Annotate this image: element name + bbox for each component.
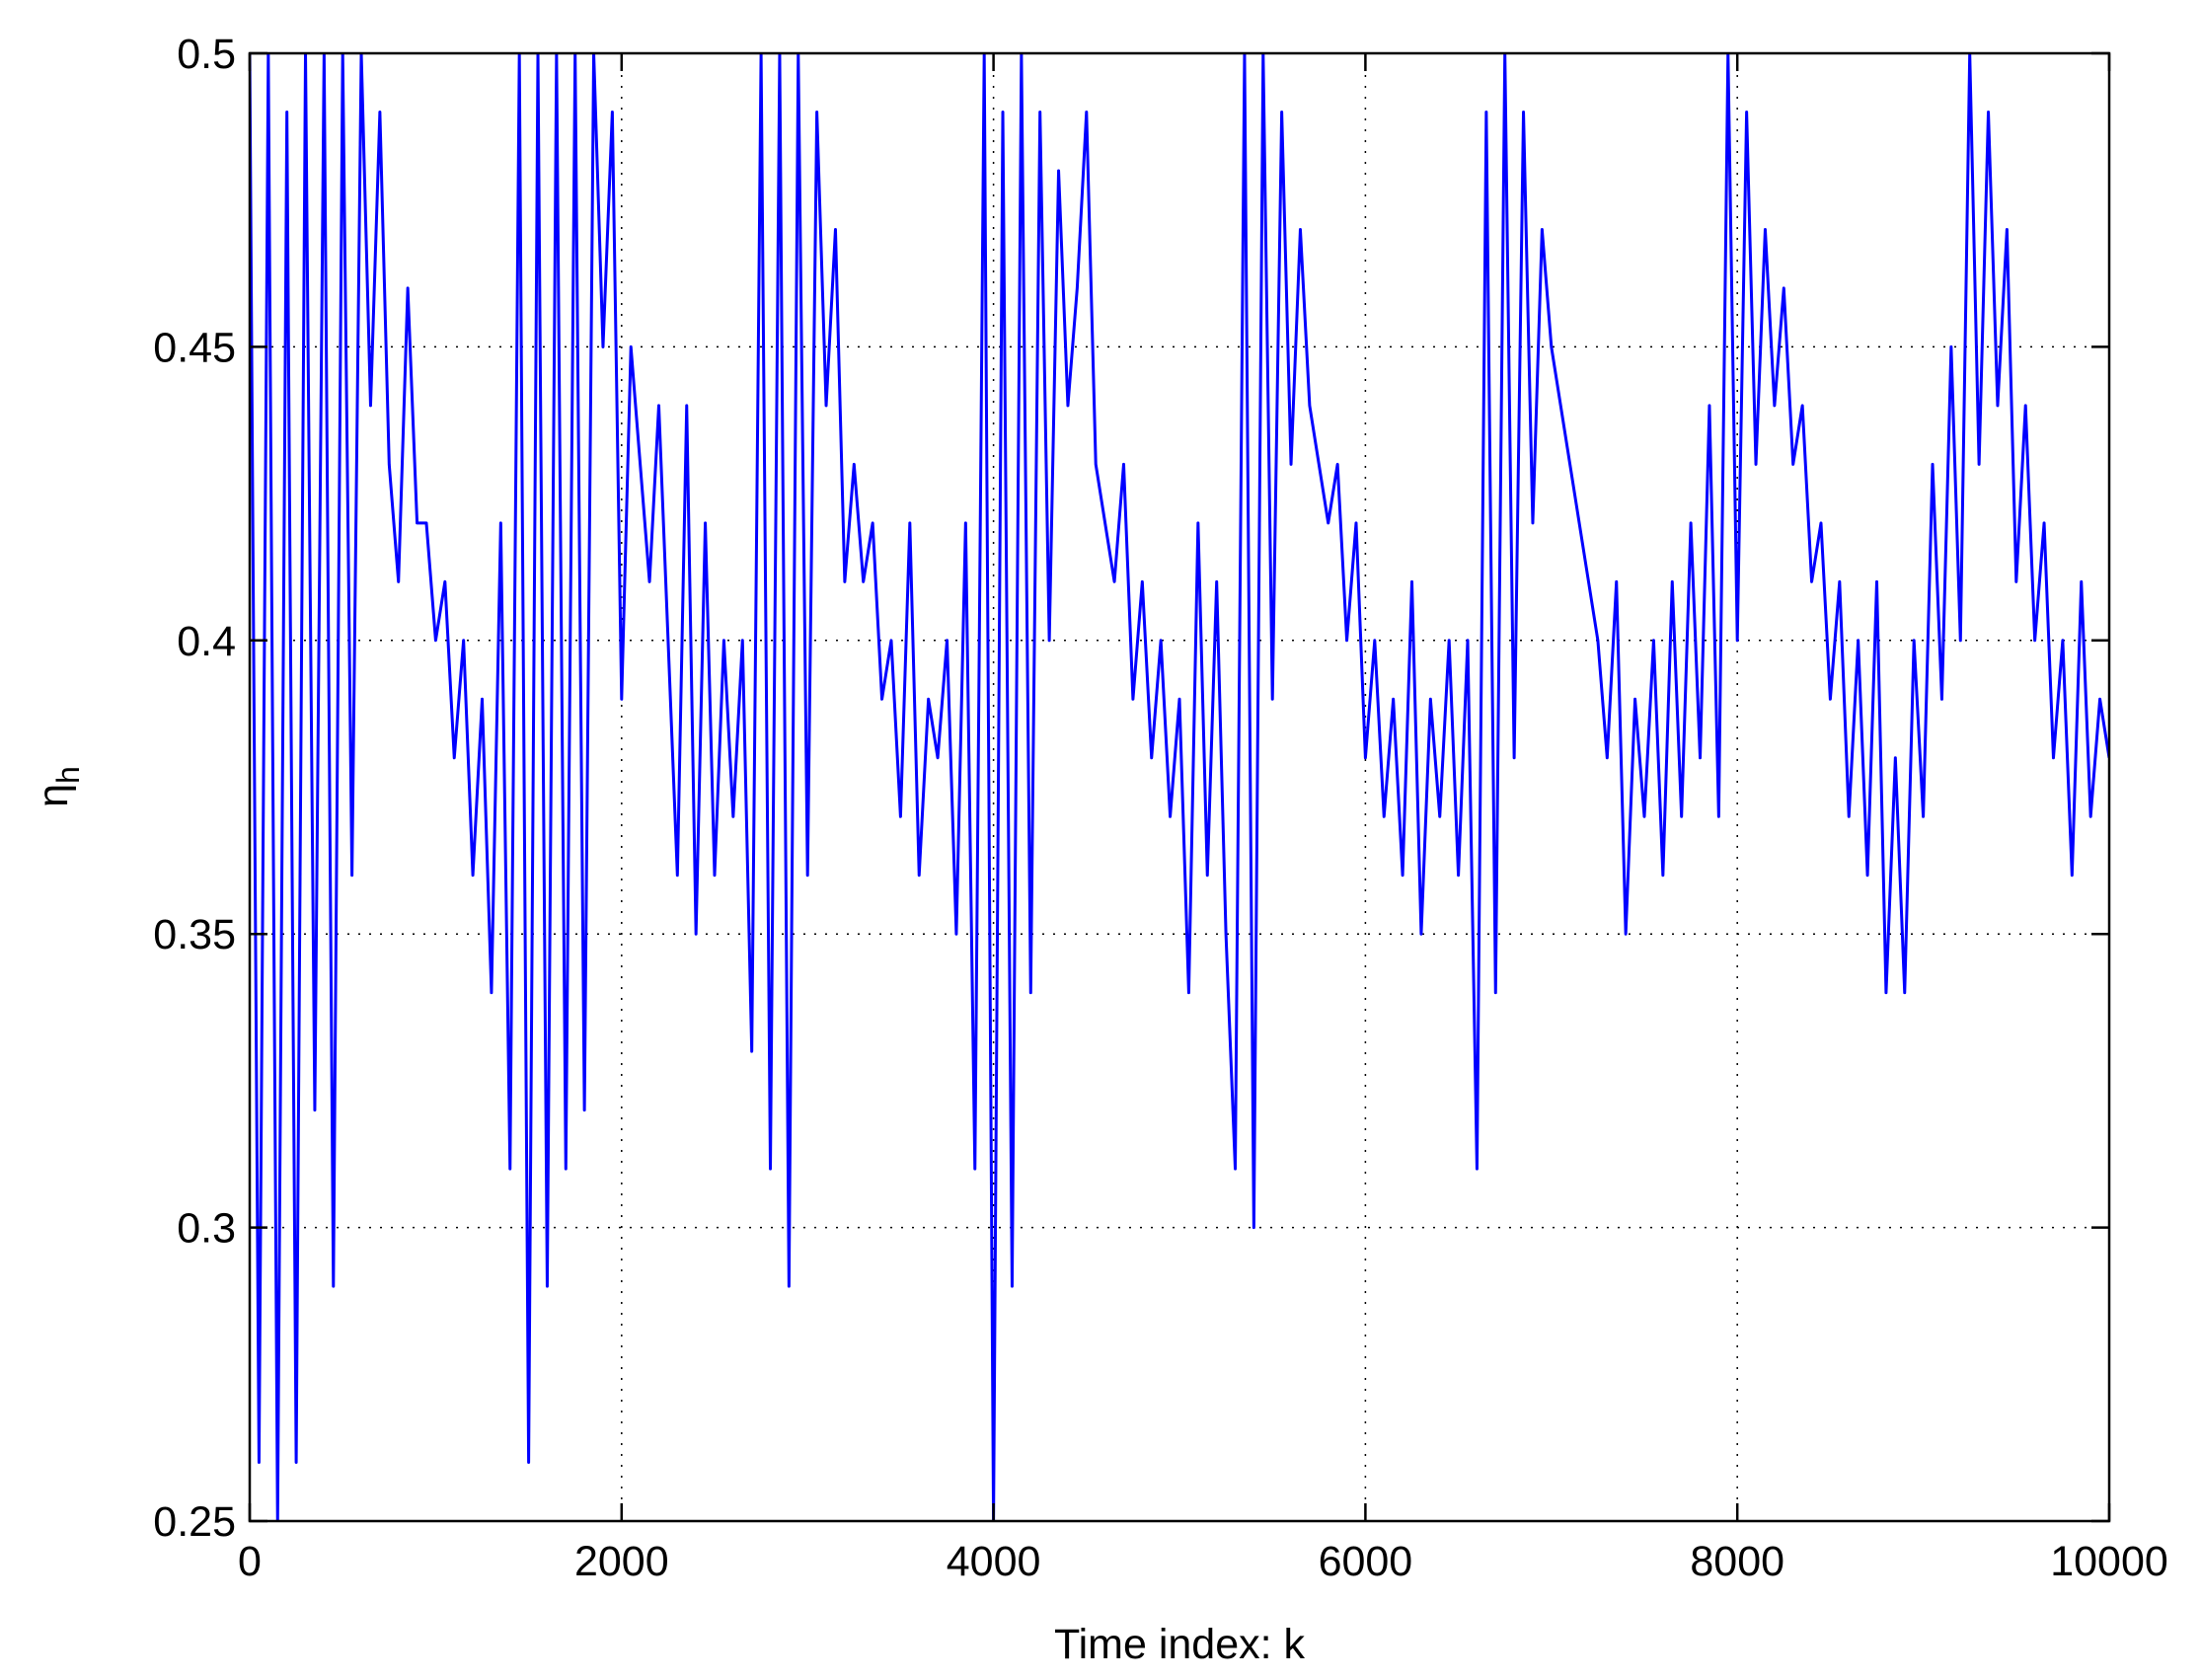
y-axis-label: ηh — [30, 766, 86, 807]
x-tick-label: 8000 — [1690, 1538, 1784, 1585]
x-tick-label: 6000 — [1319, 1538, 1413, 1585]
y-tick-label: 0.5 — [177, 31, 236, 78]
y-tick-label: 0.4 — [177, 618, 236, 665]
y-axis-symbol: η — [30, 784, 77, 807]
x-tick-label: 2000 — [574, 1538, 669, 1585]
plot-area — [250, 53, 2109, 1521]
x-tick-label: 10000 — [2050, 1538, 2168, 1585]
axes-frame — [248, 51, 2111, 1523]
y-tick-label: 0.25 — [153, 1498, 236, 1546]
x-tick-label: 0 — [238, 1538, 262, 1585]
x-axis-label: Time index: k — [1054, 1621, 1306, 1668]
data-line — [250, 53, 2109, 1521]
ticks: 0 2000 4000 6000 8000 10000 0.25 0.3 0.35 0.4 0.45… — [153, 31, 2167, 1585]
y-tick-label: 0.3 — [177, 1205, 236, 1253]
y-tick-label: 0.35 — [153, 911, 236, 958]
y-axis-subscript: h — [50, 766, 86, 784]
x-tick-label: 4000 — [947, 1538, 1041, 1585]
y-tick-label: 0.45 — [153, 324, 236, 371]
